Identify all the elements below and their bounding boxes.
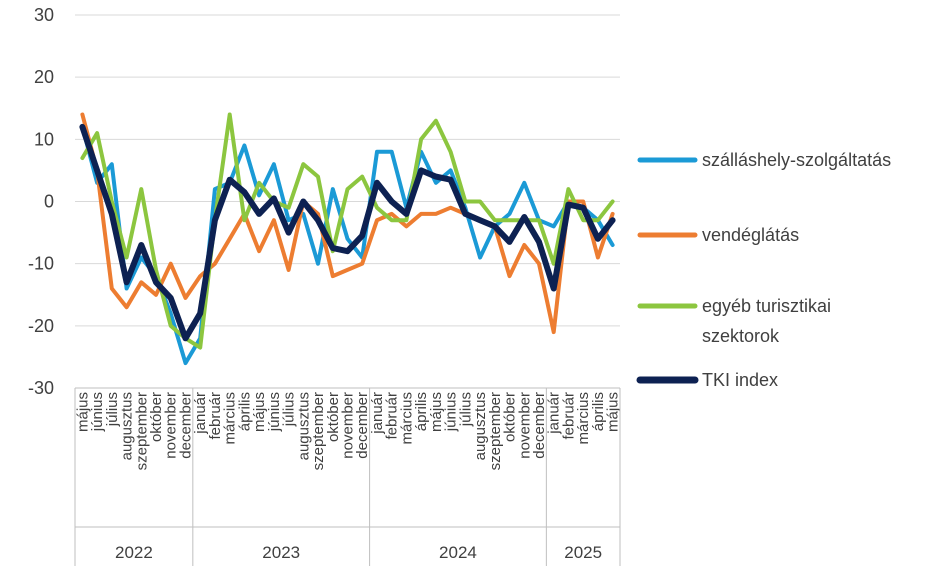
x-category-label: december	[177, 392, 194, 459]
x-category-label: június	[89, 392, 106, 432]
x-category-label: december	[354, 392, 371, 459]
x-category-label: április	[413, 392, 430, 431]
x-category-label: január	[546, 392, 563, 435]
x-category-label: november	[340, 392, 357, 459]
x-category-label: április	[236, 392, 253, 431]
x-category-label: március	[575, 392, 592, 445]
x-category-label: február	[560, 392, 577, 440]
x-category-label: május	[428, 392, 445, 432]
x-category-label: március	[398, 392, 415, 445]
x-category-label: október	[325, 392, 342, 442]
y-tick-label: -30	[28, 378, 54, 398]
series-line-1	[80, 112, 615, 335]
x-category-label: július	[104, 392, 121, 427]
x-category-label: szeptember	[133, 392, 150, 470]
year-label: 2023	[262, 543, 300, 562]
x-category-label: november	[516, 392, 533, 459]
year-label: 2024	[439, 543, 477, 562]
legend-item: szálláshely-szolgáltatás	[637, 150, 891, 170]
legend-label: vendéglátás	[702, 225, 799, 245]
y-tick-label: 30	[34, 5, 54, 25]
legend-label: TKI index	[702, 370, 778, 390]
y-tick-label: 0	[44, 192, 54, 212]
legend: szálláshely-szolgáltatás vendéglátás egyéb…	[636, 150, 891, 390]
x-category-label: április	[590, 392, 607, 431]
x-category-label: június	[266, 392, 283, 432]
x-category-label: október	[502, 392, 519, 442]
series-lines	[79, 112, 616, 366]
y-tick-label: 20	[34, 67, 54, 87]
x-category-label: augusztus	[119, 392, 136, 460]
legend-item: vendéglátás	[637, 225, 799, 245]
legend-label: szálláshely-szolgáltatás	[702, 150, 891, 170]
legend-item: egyéb turisztikai szektorok	[637, 296, 831, 346]
x-category-label: február	[207, 392, 224, 440]
x-category-label: január	[192, 392, 209, 435]
x-category-label: július	[281, 392, 298, 427]
x-category-label: január	[369, 392, 386, 435]
x-category-label: augusztus	[472, 392, 489, 460]
x-category-label: szeptember	[310, 392, 327, 470]
year-label: 2025	[564, 543, 602, 562]
y-tick-label: -10	[28, 254, 54, 274]
x-category-label: december	[531, 392, 548, 459]
x-category-label: május	[605, 392, 622, 432]
x-category-label: november	[163, 392, 180, 459]
y-tick-label: 10	[34, 129, 54, 149]
x-category-label: május	[251, 392, 268, 432]
legend-item: TKI index	[636, 370, 778, 390]
x-category-label: október	[148, 392, 165, 442]
x-axis: májusjúniusjúliusaugusztusszeptemberoktó…	[74, 387, 622, 566]
x-category-label: március	[222, 392, 239, 445]
x-category-label: február	[384, 392, 401, 440]
series-line-3	[79, 123, 616, 342]
legend-label: egyéb turisztikai szektorok	[702, 296, 831, 346]
x-category-label: június	[443, 392, 460, 432]
x-category-label: május	[74, 392, 91, 432]
year-label: 2022	[115, 543, 153, 562]
x-category-label: július	[457, 392, 474, 427]
series-line-0	[80, 124, 615, 366]
x-category-label: augusztus	[295, 392, 312, 460]
x-category-label: szeptember	[487, 392, 504, 470]
y-axis: 30 20 10 0 -10 -20 -30	[28, 5, 54, 398]
gridlines	[75, 14, 620, 389]
y-tick-label: -20	[28, 316, 54, 336]
